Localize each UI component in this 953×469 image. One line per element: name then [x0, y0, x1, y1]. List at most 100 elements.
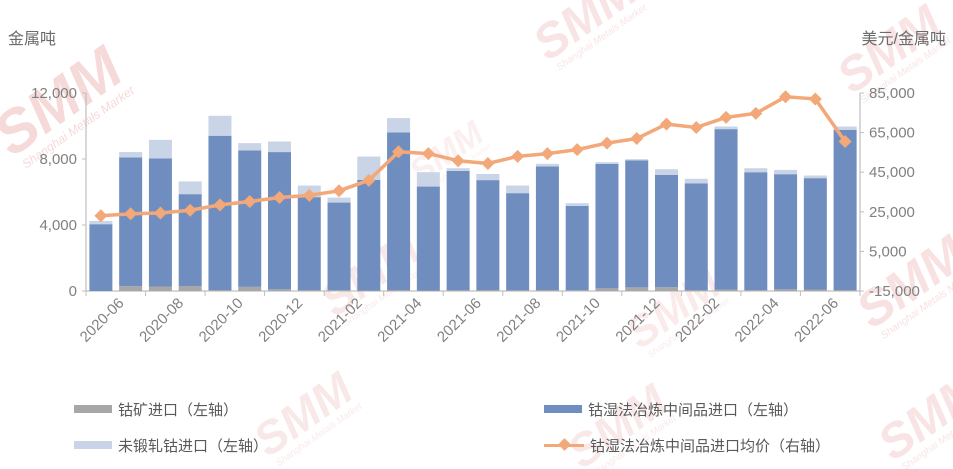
- bar-segment-2021-11: [595, 163, 619, 289]
- bar-segment-2022-02: [684, 183, 708, 291]
- bar-segment-2021-07: [476, 180, 500, 291]
- avg-price-marker-2020-11: [243, 195, 257, 209]
- avg-price-marker-2020-09: [183, 203, 197, 217]
- bar-segment-2021-09: [535, 166, 559, 291]
- x-axis-category-label: 2021-06: [434, 295, 485, 346]
- avg-price-marker-2021-03: [362, 173, 376, 187]
- avg-price-marker-2021-07: [481, 156, 495, 170]
- avg-price-marker-2022-05: [779, 90, 793, 104]
- bar-segment-2022-03: [714, 129, 738, 290]
- left-axis-tick-label: 4,000: [39, 217, 77, 234]
- bar-segment-2021-10: [565, 290, 589, 291]
- bar-segment-2020-10: [208, 290, 232, 291]
- avg-price-marker-2022-06: [808, 92, 822, 106]
- avg-price-marker-2021-06: [451, 154, 465, 168]
- bar-segment-2020-08: [148, 158, 172, 287]
- x-axis-category-label: 2022-06: [791, 295, 842, 346]
- bar-segment-2020-09: [178, 286, 202, 291]
- bar-segment-2021-10: [565, 205, 589, 291]
- bar-segment-2021-11: [595, 162, 619, 164]
- x-axis-category-label: 2022-04: [732, 295, 783, 346]
- bar-segment-2022-04: [744, 168, 768, 173]
- avg-price-marker-2021-08: [511, 149, 525, 163]
- bar-segment-2022-02: [684, 178, 708, 184]
- bar-segment-2020-10: [208, 115, 232, 136]
- bar-segment-2022-03: [714, 126, 738, 130]
- svg-text:SMM: SMM: [868, 361, 953, 469]
- right-axis-tick-label: 85,000: [869, 85, 915, 102]
- bar-segment-2020-12: [268, 141, 291, 153]
- bar-segment-2022-06: [803, 289, 827, 291]
- right-axis-tick-label: 65,000: [869, 125, 915, 142]
- avg-price-marker-2022-04: [749, 106, 763, 120]
- left-axis-tick-label: 12,000: [31, 85, 77, 102]
- avg-price-marker-2020-06: [94, 209, 108, 223]
- bar-segment-2020-11: [238, 286, 262, 291]
- left-axis-title: 金属吨: [8, 30, 56, 48]
- bar-segment-2020-07: [119, 152, 143, 158]
- bar-segment-2020-12: [268, 152, 291, 290]
- bar-segment-2021-07: [476, 290, 500, 291]
- bar-segment-2021-02: [327, 197, 351, 203]
- avg-price-marker-2022-01: [660, 117, 673, 131]
- bar-segment-2021-05: [416, 186, 440, 291]
- bar-segment-2021-06: [446, 290, 470, 291]
- right-axis-tick-label: 5,000: [869, 243, 907, 260]
- bar-segment-2020-07: [119, 286, 143, 291]
- bar-segment-2021-07: [476, 174, 500, 181]
- bar-segment-2022-07: [833, 129, 857, 291]
- bar-segment-2022-05: [774, 169, 798, 175]
- bar-segment-2020-11: [238, 150, 262, 287]
- bar-segment-2021-12: [625, 160, 649, 288]
- bar-segment-2020-08: [148, 286, 172, 291]
- avg-price-marker-2022-07: [838, 135, 852, 149]
- bar-segment-2021-12: [625, 287, 649, 291]
- left-axis-tick-label: 0: [69, 283, 77, 300]
- bar-segment-2022-07: [833, 126, 857, 130]
- avg-price-marker-2020-12: [273, 191, 286, 205]
- x-axis-category-label: 2020-06: [77, 295, 128, 346]
- bar-segment-2022-01: [655, 287, 678, 291]
- right-axis-tick-label: 25,000: [869, 204, 915, 221]
- bar-segment-2020-09: [178, 181, 202, 195]
- right-axis-tick-label: -15,000: [869, 283, 920, 300]
- x-axis-category-label: 2021-08: [493, 295, 544, 346]
- x-axis-category-label: 2021-10: [553, 295, 604, 346]
- bar-segment-2021-08: [506, 185, 530, 194]
- avg-price-marker-2021-12: [630, 132, 644, 146]
- avg-price-marker-2021-02: [332, 184, 346, 198]
- bar-segment-2021-04: [387, 118, 411, 133]
- avg-price-marker-2020-08: [153, 206, 167, 220]
- right-axis-tick-label: 45,000: [869, 164, 915, 181]
- bar-segment-2022-07: [833, 290, 857, 291]
- bar-segment-2021-09: [535, 290, 559, 291]
- bar-segment-2020-09: [178, 194, 202, 287]
- bar-segment-2022-01: [655, 169, 678, 175]
- avg-price-marker-2022-03: [719, 110, 733, 124]
- avg-price-marker-2021-09: [540, 147, 554, 161]
- bar-segment-2022-04: [744, 290, 768, 291]
- bar-segment-2021-02: [327, 202, 351, 291]
- bar-segment-2020-08: [148, 139, 172, 159]
- bar-segment-2021-12: [625, 159, 649, 161]
- bar-segment-2020-07: [119, 157, 143, 287]
- bar-segment-2021-08: [506, 193, 530, 291]
- avg-price-marker-2021-11: [600, 136, 614, 150]
- bar-segment-2021-05: [416, 172, 440, 187]
- bar-segment-2020-11: [238, 143, 262, 151]
- bar-segment-2021-06: [446, 170, 470, 291]
- bar-segment-2022-01: [655, 174, 678, 288]
- bar-segment-2021-04: [387, 132, 411, 291]
- bar-segment-2021-03: [357, 179, 381, 291]
- bar-segment-2022-04: [744, 172, 768, 291]
- bar-segment-2020-06: [89, 224, 113, 291]
- bar-segment-2020-06: [89, 220, 113, 225]
- avg-price-marker-2022-02: [689, 120, 703, 134]
- left-axis-tick-label: 8,000: [39, 151, 77, 168]
- bar-segment-2021-06: [446, 168, 470, 171]
- avg-price-marker-2020-07: [124, 207, 138, 221]
- bar-segment-2021-08: [506, 290, 530, 291]
